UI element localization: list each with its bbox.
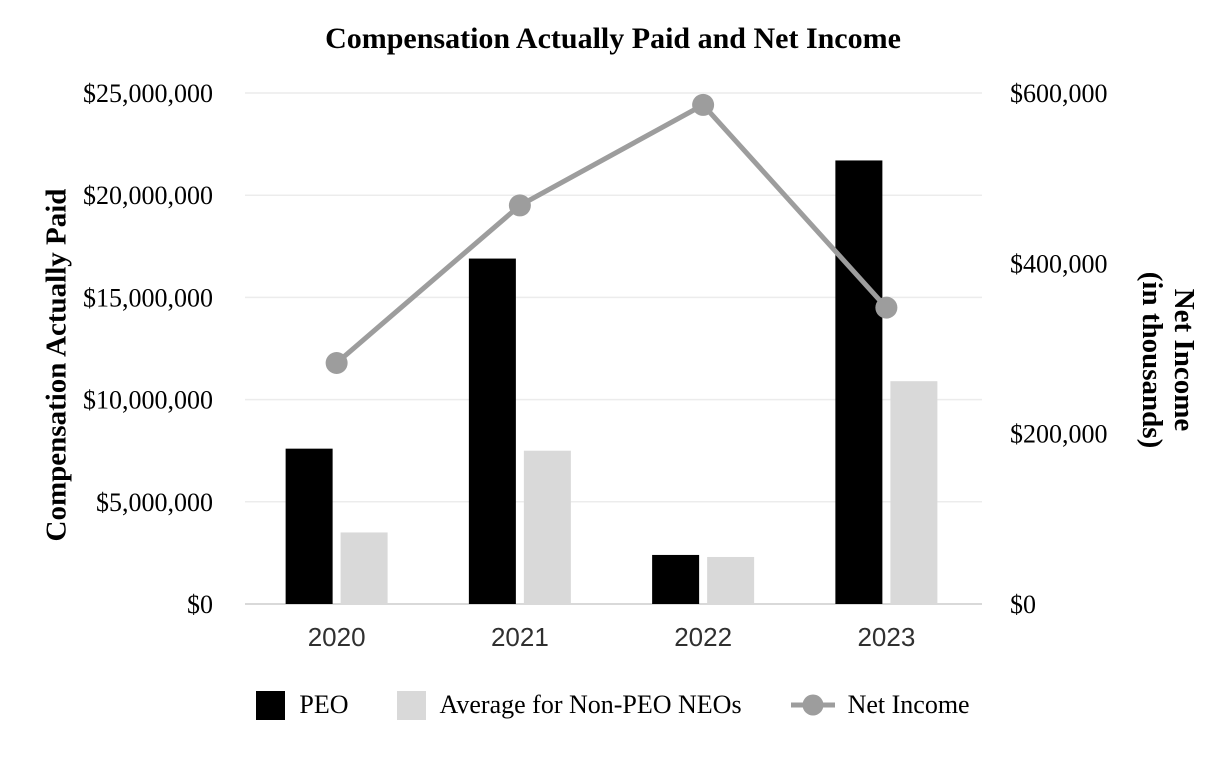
- chart-title: Compensation Actually Paid and Net Incom…: [325, 22, 901, 55]
- bar-peo-2020: [285, 448, 333, 604]
- y-right-tick-label: $600,000: [1010, 79, 1108, 108]
- x-tick-label-2023: 2023: [857, 622, 915, 652]
- legend-item-peo: PEO: [256, 690, 349, 720]
- y-right-tick-label: $0: [1010, 590, 1036, 619]
- marker-net-income-2021: [508, 194, 531, 217]
- y-left-tick-label: $15,000,000: [83, 283, 213, 312]
- marker-net-income-2022: [692, 93, 715, 116]
- marker-net-income-2020: [325, 351, 348, 374]
- y-left-tick-label: $25,000,000: [83, 79, 213, 108]
- net-income-line-marker-icon: [790, 694, 835, 716]
- y-right-tick-label: $400,000: [1010, 249, 1108, 278]
- y-right-tick-label: $200,000: [1010, 420, 1108, 449]
- bar-average-for-non-peo-neos-2023: [890, 381, 938, 604]
- y-left-tick-label: $20,000,000: [83, 181, 213, 210]
- bar-average-for-non-peo-neos-2020: [340, 532, 388, 604]
- x-tick-label-2021: 2021: [491, 622, 549, 652]
- legend-label-non-peo-neos: Average for Non-PEO NEOs: [439, 690, 742, 719]
- marker-net-income-2023: [875, 296, 898, 319]
- y-left-tick-label: $10,000,000: [83, 386, 213, 415]
- line-net-income: [334, 101, 889, 365]
- legend: PEO Average for Non-PEO NEOs Net Income: [0, 690, 1226, 720]
- bar-average-for-non-peo-neos-2021: [523, 450, 571, 604]
- peo-swatch-icon: [256, 690, 286, 720]
- y-left-tick-label: $5,000,000: [96, 488, 213, 517]
- non-peo-neos-swatch-icon: [396, 690, 426, 720]
- legend-label-net-income: Net Income: [847, 690, 970, 719]
- x-tick-label-2022: 2022: [674, 622, 732, 652]
- bar-peo-2022: [652, 554, 700, 604]
- bar-peo-2021: [468, 258, 516, 604]
- y-left-tick-label: $0: [187, 590, 213, 619]
- x-tick-label-2020: 2020: [308, 622, 366, 652]
- legend-label-peo: PEO: [299, 690, 349, 719]
- bar-average-for-non-peo-neos-2022: [707, 556, 755, 604]
- bar-peo-2023: [835, 160, 883, 604]
- legend-item-non-peo-neos: Average for Non-PEO NEOs: [396, 690, 742, 720]
- legend-item-net-income: Net Income: [790, 690, 970, 720]
